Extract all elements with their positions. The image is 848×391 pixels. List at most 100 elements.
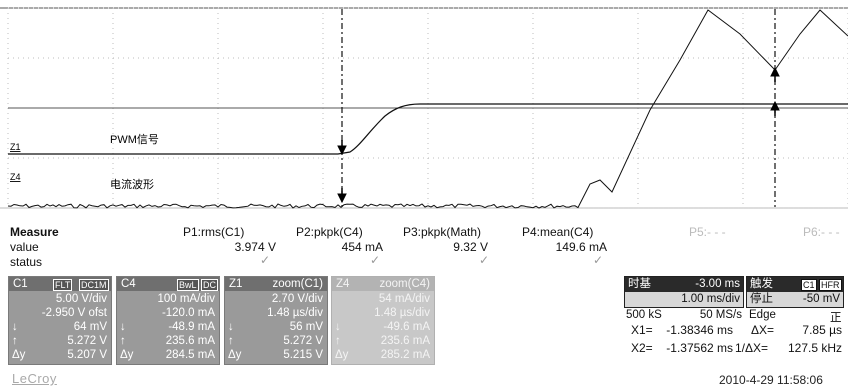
channel-z4-box[interactable]: Z4 zoom(C4) 54 mA/div 1.48 µs/div ↓ -49.6…	[331, 276, 435, 365]
channel-c4-cursor-high: 235.6 mA	[165, 335, 215, 347]
lecroy-logo: LeCroy	[12, 371, 57, 386]
param-p3-status-icon: ✓	[479, 253, 490, 267]
channel-c4-scale: 100 mA/div	[157, 293, 215, 305]
trigger-hfr-tag: HFR	[819, 279, 842, 291]
pwm-trace	[8, 103, 848, 155]
pwm-label: PWM信号	[110, 133, 159, 146]
channel-c4-bwl-tag: BwL	[177, 279, 199, 291]
channel-c1-scale: 5.00 V/div	[55, 293, 107, 305]
trigger-source-tag: C1	[801, 279, 817, 291]
param-p3-name[interactable]: P3:pkpk(Math)	[403, 225, 482, 239]
channel-z4-cursor-low: -49.6 mA	[383, 321, 430, 333]
measure-title: Measure	[10, 225, 59, 239]
measure-status-label: status	[10, 255, 43, 269]
channel-z1-box[interactable]: Z1 zoom(C1) 2.70 V/div 1.48 µs/div ↓ 56 m…	[224, 276, 328, 365]
cursor-inverse-label: 1/ΔX=	[735, 341, 769, 355]
channel-z4-header: Z4 zoom(C4)	[332, 277, 434, 291]
param-p5-name[interactable]: P5:- - -	[689, 225, 726, 239]
delta-y-label: Δy	[12, 349, 26, 361]
param-p1-name[interactable]: P1:rms(C1)	[183, 225, 245, 239]
down-arrow-icon: ↓	[228, 321, 234, 333]
timebase-offset: -3.00 ms	[695, 278, 740, 290]
channel-c1-id: C1	[13, 278, 28, 290]
down-arrow-icon: ↓	[335, 321, 341, 333]
delta-y-label: Δy	[120, 349, 134, 361]
trigger-box[interactable]: 触发 C1 HFR 停止 -50 mV	[746, 276, 844, 308]
up-arrow-icon: ↑	[120, 335, 126, 347]
channel-c1-delta: 5.207 V	[67, 349, 107, 361]
channel-c4-box[interactable]: C4 BwL DC 100 mA/div -120.0 mA ↓ -48.9 mA…	[116, 276, 220, 365]
timebase-samples: 500 kS	[626, 309, 662, 321]
z1-marker[interactable]: Z1	[10, 142, 21, 152]
param-p6-name[interactable]: P6:- - -	[803, 225, 840, 239]
cursor-x1-label: X1=	[631, 323, 653, 337]
channel-z1-id: Z1	[229, 278, 243, 290]
channel-z1-delta: 5.215 V	[283, 349, 323, 361]
cursor-x1-value: -1.38346 ms	[666, 323, 733, 337]
channel-z4-id: Z4	[336, 278, 350, 290]
timebase-div: 1.00 ms/div	[681, 293, 740, 305]
trigger-title: 触发	[750, 278, 773, 290]
param-p2-name[interactable]: P2:pkpk(C4)	[296, 225, 363, 239]
trigger-slope: 正	[830, 312, 842, 324]
cursor-inverse-value: 127.5 kHz	[787, 341, 842, 355]
cursor-dx-value: 7.85 µs	[802, 323, 842, 337]
param-p3-value: 9.32 V	[453, 240, 488, 254]
trigger-mode: 停止	[750, 293, 773, 305]
channel-c1-coupling-tag: FLT	[53, 279, 73, 291]
channel-c4-offset: -120.0 mA	[161, 307, 215, 319]
param-p2-value: 454 mA	[341, 240, 383, 254]
trigger-level: -50 mV	[802, 293, 840, 305]
channel-c1-cursor-high: 5.272 V	[67, 335, 107, 347]
channel-z4-source: zoom(C4)	[379, 278, 430, 290]
param-p2-status-icon: ✓	[370, 253, 381, 267]
param-p4-status-icon: ✓	[593, 253, 604, 267]
delta-y-label: Δy	[228, 349, 242, 361]
current-trace	[7, 9, 848, 209]
cursor-dx-label: ΔX=	[751, 323, 775, 337]
channel-z1-cursor-high: 5.272 V	[283, 335, 323, 347]
channel-c4-delta: 284.5 mA	[165, 349, 215, 361]
cursor-arrows	[337, 66, 780, 204]
channel-z1-timebase: 1.48 µs/div	[267, 307, 323, 319]
param-p4-name[interactable]: P4:mean(C4)	[522, 225, 594, 239]
channel-z4-cursor-high: 235.6 mA	[380, 335, 430, 347]
delta-y-label: Δy	[335, 349, 349, 361]
channel-c4-cursor-low: -48.9 mA	[168, 321, 215, 333]
channel-z1-source: zoom(C1)	[272, 278, 323, 290]
channel-c1-offset: -2.950 V ofst	[41, 307, 107, 319]
channel-c1-header: C1 FLT DC1M	[9, 277, 111, 291]
current-label: 电流波形	[110, 177, 154, 191]
channel-c1-cursor-low: 64 mV	[73, 321, 107, 333]
param-p4-value: 149.6 mA	[555, 240, 607, 254]
channel-c4-header: C4 BwL DC	[117, 277, 219, 291]
channel-c4-id: C4	[121, 278, 136, 290]
trigger-type: Edge	[749, 309, 776, 321]
down-arrow-icon: ↓	[12, 321, 18, 333]
timebase-title: 时基	[628, 278, 651, 290]
measure-value-label: value	[10, 240, 39, 254]
cursor-x2-label: X2=	[631, 341, 653, 355]
channel-c1-impedance-tag: DC1M	[79, 279, 109, 291]
channel-z1-cursor-low: 56 mV	[289, 321, 323, 333]
param-p1-status-icon: ✓	[260, 253, 271, 267]
down-arrow-icon: ↓	[120, 321, 126, 333]
up-arrow-icon: ↑	[228, 335, 234, 347]
timebase-rate: 50 MS/s	[699, 309, 742, 321]
channel-z4-scale: 54 mA/div	[378, 293, 430, 305]
z4-marker[interactable]: Z4	[10, 172, 21, 182]
timestamp: 2010-4-29 11:58:06	[719, 373, 823, 387]
up-arrow-icon: ↑	[12, 335, 18, 347]
channel-z4-delta: 285.2 mA	[380, 349, 430, 361]
waveform-display[interactable]: Z1 Z4 PWM信号 电流波形	[0, 0, 848, 222]
channel-c1-box[interactable]: C1 FLT DC1M 5.00 V/div -2.950 V ofst ↓ 64…	[8, 276, 112, 365]
channel-z1-header: Z1 zoom(C1)	[225, 277, 327, 291]
channel-z4-timebase: 1.48 µs/div	[374, 307, 430, 319]
timebase-box[interactable]: 时基 -3.00 ms 1.00 ms/div	[624, 276, 744, 308]
up-arrow-icon: ↑	[335, 335, 341, 347]
channel-c4-coupling-tag: DC	[201, 279, 218, 291]
channel-z1-scale: 2.70 V/div	[271, 293, 323, 305]
param-p1-value: 3.974 V	[234, 240, 276, 254]
cursor-x2-value: -1.37562 ms	[666, 341, 733, 355]
